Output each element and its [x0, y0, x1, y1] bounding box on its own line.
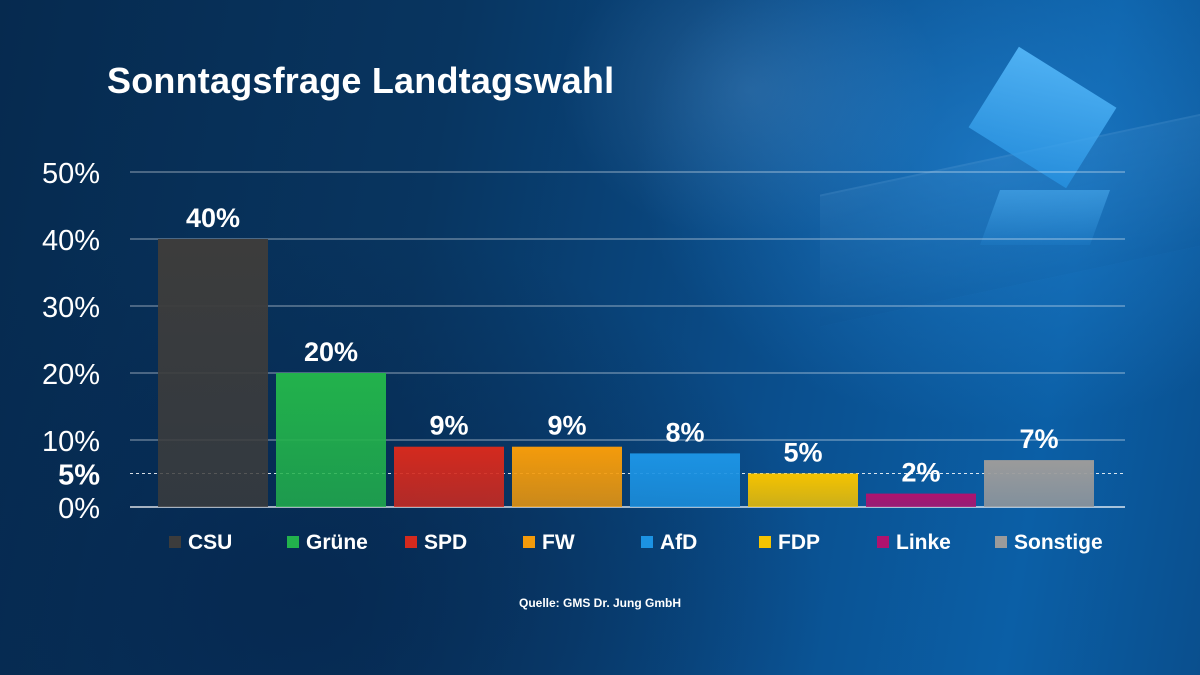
- bar-fdp: [748, 473, 858, 507]
- y-tick-label: 40%: [42, 225, 100, 257]
- legend-swatch: [877, 536, 889, 548]
- legend-swatch: [641, 536, 653, 548]
- bar-fw: [512, 446, 622, 507]
- legend-swatch: [759, 536, 771, 548]
- legend-item-spd: SPD: [405, 531, 467, 554]
- legend: CSU Grüne SPD FW AfD FDP Linke Sonstige: [169, 531, 1103, 554]
- legend-label: AfD: [660, 531, 697, 554]
- value-label: 5%: [783, 438, 822, 468]
- legend-item-afd: AfD: [641, 531, 697, 554]
- legend-swatch: [405, 536, 417, 548]
- value-label: 7%: [1019, 424, 1058, 454]
- y-tick-label: 20%: [42, 359, 100, 391]
- y-axis-ticks: 0%5%10% 20% 30% 40% 50%: [42, 158, 100, 525]
- legend-swatch: [287, 536, 299, 548]
- legend-swatch: [995, 536, 1007, 548]
- value-labels: 40% 20% 9% 9% 8% 5% 2% 7%: [186, 203, 1059, 488]
- value-label: 2%: [901, 458, 940, 488]
- bars: [158, 239, 1094, 507]
- value-label: 9%: [547, 411, 586, 441]
- value-label: 40%: [186, 203, 240, 233]
- y-tick-label: 0%: [58, 493, 100, 525]
- legend-item-fw: FW: [523, 531, 575, 554]
- value-label: 20%: [304, 337, 358, 367]
- y-tick-label: 10%: [42, 426, 100, 458]
- y-tick-label: 50%: [42, 158, 100, 190]
- legend-label: Sonstige: [1014, 531, 1103, 554]
- legend-swatch: [169, 536, 181, 548]
- legend-label: SPD: [424, 531, 467, 554]
- y-tick-label: 30%: [42, 292, 100, 324]
- legend-label: CSU: [188, 531, 232, 554]
- legend-swatch: [523, 536, 535, 548]
- legend-item-csu: CSU: [169, 531, 232, 554]
- legend-label: Linke: [896, 531, 951, 554]
- chart-title: Sonntagsfrage Landtagswahl: [107, 60, 615, 101]
- y-tick-label: 5%: [58, 460, 100, 492]
- legend-label: FDP: [778, 531, 820, 554]
- value-label: 9%: [429, 411, 468, 441]
- legend-item-sonstige: Sonstige: [995, 531, 1103, 554]
- value-label: 8%: [665, 417, 704, 447]
- bar-afd: [630, 453, 740, 507]
- bar-sonstige: [984, 460, 1094, 507]
- bar-linke: [866, 493, 976, 507]
- legend-item-linke: Linke: [877, 531, 951, 554]
- bar-csu: [158, 239, 268, 507]
- legend-label: FW: [542, 531, 575, 554]
- bar-gr-ne: [276, 373, 386, 507]
- legend-item-fdp: FDP: [759, 531, 820, 554]
- source-note: Quelle: GMS Dr. Jung GmbH: [518, 596, 682, 610]
- legend-label: Grüne: [306, 531, 368, 554]
- legend-item-gr-ne: Grüne: [287, 531, 368, 554]
- bar-spd: [394, 446, 504, 507]
